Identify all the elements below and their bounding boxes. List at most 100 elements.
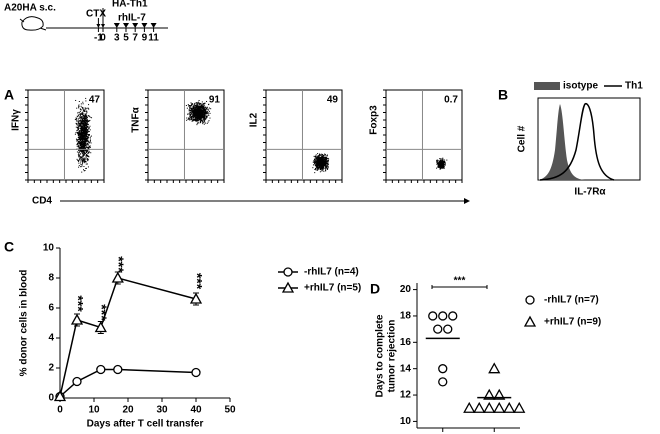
event-dot xyxy=(200,114,202,116)
event-dot xyxy=(81,156,83,158)
event-dot xyxy=(192,110,194,112)
event-dot xyxy=(80,129,82,131)
marker xyxy=(189,292,203,304)
event-dot xyxy=(313,160,315,162)
event-dot xyxy=(81,145,83,147)
event-dot xyxy=(206,115,208,117)
event-dot xyxy=(199,117,201,119)
event-dot xyxy=(205,118,207,120)
event-dot xyxy=(316,164,318,166)
event-dot xyxy=(325,156,327,158)
event-dot xyxy=(315,161,317,163)
event-dot xyxy=(201,110,203,112)
event-dot xyxy=(79,136,81,138)
event-dot xyxy=(201,109,203,111)
event-dot xyxy=(194,107,196,109)
event-dot xyxy=(325,160,327,162)
event-dot xyxy=(315,154,317,156)
event-dot xyxy=(199,105,201,107)
event-dot xyxy=(79,138,81,140)
event-dot xyxy=(87,140,89,142)
event-dot xyxy=(77,128,79,130)
event-dot xyxy=(327,161,329,163)
event-dot xyxy=(199,112,201,114)
event-dot xyxy=(79,126,81,128)
event-dot xyxy=(84,160,86,162)
event-dot xyxy=(318,163,320,165)
event-dot xyxy=(194,106,196,108)
event-dot xyxy=(80,130,82,132)
event-dot xyxy=(437,160,439,162)
event-dot xyxy=(192,118,194,120)
event-dot xyxy=(193,118,195,120)
event-dot xyxy=(327,161,329,163)
event-dot xyxy=(77,143,79,145)
event-dot xyxy=(320,162,322,164)
event-dot xyxy=(86,140,88,142)
event-dot xyxy=(83,170,85,172)
event-dot xyxy=(325,165,327,167)
event-dot xyxy=(84,147,86,149)
event-dot xyxy=(197,109,199,111)
event-dot xyxy=(324,159,326,161)
event-dot xyxy=(190,115,192,117)
event-dot xyxy=(81,128,83,130)
event-dot xyxy=(323,166,325,168)
event-dot xyxy=(196,102,198,104)
event-dot xyxy=(78,138,80,140)
event-dot xyxy=(79,116,81,118)
event-dot xyxy=(197,114,199,116)
x-axis-label: IL-7Rα xyxy=(574,187,606,198)
event-dot xyxy=(76,120,78,122)
event-dot xyxy=(194,115,196,117)
event-dot xyxy=(80,132,82,134)
event-dot xyxy=(326,160,328,162)
event-dot xyxy=(205,113,207,115)
event-dot xyxy=(83,130,85,132)
event-dot xyxy=(323,160,325,162)
event-dot xyxy=(83,133,85,135)
event-dot xyxy=(80,149,82,151)
event-dot xyxy=(199,116,201,118)
event-dot xyxy=(200,121,202,123)
event-dot xyxy=(199,108,201,110)
event-dot xyxy=(81,149,83,151)
event-dot xyxy=(189,111,191,113)
event-dot xyxy=(85,100,87,102)
event-dot xyxy=(194,118,196,120)
ctx-label: CTX xyxy=(86,9,106,20)
event-dot xyxy=(80,140,82,142)
event-dot xyxy=(208,120,210,122)
event-dot xyxy=(204,107,206,109)
event-dot xyxy=(206,110,208,112)
event-dot xyxy=(79,140,81,142)
event-dot xyxy=(321,168,323,170)
event-dot xyxy=(192,117,194,119)
event-dot xyxy=(200,118,202,120)
event-dot xyxy=(78,137,80,139)
event-dot xyxy=(439,165,441,167)
event-dot xyxy=(315,158,317,160)
event-dot xyxy=(206,116,208,118)
event-dot xyxy=(324,153,326,155)
event-dot xyxy=(85,125,87,127)
event-dot xyxy=(85,157,87,159)
event-dot xyxy=(441,159,443,161)
event-dot xyxy=(79,156,81,158)
event-dot xyxy=(193,116,195,118)
event-dot xyxy=(199,107,201,109)
event-dot xyxy=(191,107,193,109)
event-dot xyxy=(79,142,81,144)
event-dot xyxy=(440,162,442,164)
event-dot xyxy=(89,119,91,121)
event-dot xyxy=(325,164,327,166)
event-dot xyxy=(439,158,441,160)
event-dot xyxy=(194,115,196,117)
event-dot xyxy=(437,166,439,168)
event-dot xyxy=(79,133,81,135)
event-dot xyxy=(79,143,81,145)
event-dot xyxy=(87,122,89,124)
quadrant-percent: 91 xyxy=(209,95,221,106)
event-dot xyxy=(86,139,88,141)
event-dot xyxy=(84,119,86,121)
